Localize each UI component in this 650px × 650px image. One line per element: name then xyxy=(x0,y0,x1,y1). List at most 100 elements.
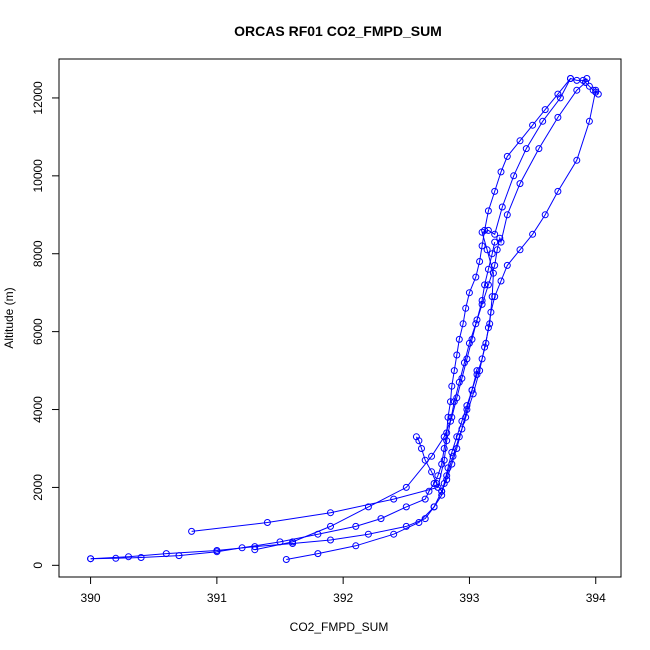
data-point xyxy=(522,145,530,153)
plot-frame xyxy=(58,58,622,578)
data-point xyxy=(282,556,290,563)
data-point xyxy=(594,90,602,98)
data-point xyxy=(573,156,581,164)
data-point xyxy=(421,495,429,503)
data-point xyxy=(377,515,385,523)
data-point xyxy=(448,460,456,468)
y-tick-label: 6000 xyxy=(31,318,45,345)
y-axis-label: Altitude (m) xyxy=(2,287,16,348)
data-point xyxy=(498,203,506,211)
data-point xyxy=(539,117,547,125)
data-point xyxy=(137,554,145,561)
series-line xyxy=(90,78,571,560)
x-tick-label: 390 xyxy=(81,591,101,605)
data-point xyxy=(352,522,360,530)
data-point xyxy=(415,437,423,445)
data-point xyxy=(433,480,441,487)
x-tick-label: 394 xyxy=(586,591,606,605)
data-point xyxy=(478,355,486,363)
data-point xyxy=(472,320,480,328)
data-point xyxy=(402,483,410,491)
data-point xyxy=(352,542,360,550)
data-point xyxy=(488,250,496,258)
data-point xyxy=(402,522,410,530)
data-point xyxy=(251,546,259,554)
data-point xyxy=(415,519,423,526)
data-point xyxy=(478,297,486,304)
data-point xyxy=(125,553,132,561)
y-axis: 0 2000 4000 6000 8000 10000 12000 xyxy=(31,81,60,569)
data-point xyxy=(486,320,494,328)
data-point xyxy=(448,382,456,390)
data-point xyxy=(453,394,461,402)
series-group xyxy=(412,367,481,495)
data-point xyxy=(450,367,458,375)
y-tick-label: 2000 xyxy=(31,474,45,501)
data-point xyxy=(503,261,511,269)
data-point xyxy=(314,550,322,558)
y-tick-label: 4000 xyxy=(31,396,45,423)
y-tick-label: 0 xyxy=(31,562,45,569)
x-tick-label: 393 xyxy=(459,591,479,605)
series-group xyxy=(87,86,600,563)
data-point xyxy=(491,187,499,195)
data-point xyxy=(491,238,499,246)
x-axis-label: CO2_FMPD_SUM xyxy=(290,620,389,634)
data-point xyxy=(438,487,446,495)
data-point xyxy=(364,530,372,538)
data-point xyxy=(483,246,491,254)
data-point xyxy=(455,335,463,343)
data-point xyxy=(465,289,473,297)
data-point xyxy=(583,75,591,82)
chart-title: ORCAS RF01 CO2_FMPD_SUM xyxy=(234,23,442,39)
series-group xyxy=(282,75,591,563)
series-group xyxy=(188,78,602,535)
data-point xyxy=(585,82,593,90)
data-point xyxy=(473,367,481,375)
data-point xyxy=(516,137,524,145)
data-point xyxy=(390,530,398,538)
data-point xyxy=(430,503,438,511)
data-point xyxy=(493,246,501,254)
data-point xyxy=(289,538,297,546)
data-point xyxy=(469,390,477,398)
series-group xyxy=(251,238,499,554)
data-point xyxy=(402,503,410,511)
data-point xyxy=(554,187,562,195)
data-point xyxy=(496,234,504,242)
data-point xyxy=(573,86,581,94)
data-point xyxy=(541,106,549,114)
data-point xyxy=(448,413,456,421)
data-point xyxy=(418,445,425,452)
series-line xyxy=(90,90,597,560)
data-point xyxy=(497,168,505,176)
y-tick-label: 10000 xyxy=(31,159,45,193)
data-point xyxy=(263,519,271,526)
data-point xyxy=(364,503,372,511)
data-point xyxy=(529,121,537,129)
x-axis: 390 391 392 393 394 xyxy=(81,576,606,605)
data-point xyxy=(556,94,564,102)
data-point xyxy=(428,468,436,476)
data-point xyxy=(541,211,549,219)
data-point xyxy=(425,487,433,495)
data-point xyxy=(448,448,456,456)
data-point xyxy=(440,433,448,441)
data-point xyxy=(484,207,492,215)
series-line xyxy=(191,81,599,532)
series-line xyxy=(286,77,588,560)
data-point xyxy=(491,230,499,238)
data-point xyxy=(327,509,334,517)
data-point xyxy=(489,269,497,277)
data-point xyxy=(516,180,524,188)
series-layer xyxy=(87,75,602,563)
data-point xyxy=(327,536,334,544)
data-point xyxy=(453,351,461,359)
data-point xyxy=(459,320,467,328)
data-point xyxy=(472,273,480,281)
data-point xyxy=(476,258,484,265)
data-point xyxy=(453,445,461,452)
data-point xyxy=(567,75,574,82)
data-point xyxy=(327,522,334,530)
